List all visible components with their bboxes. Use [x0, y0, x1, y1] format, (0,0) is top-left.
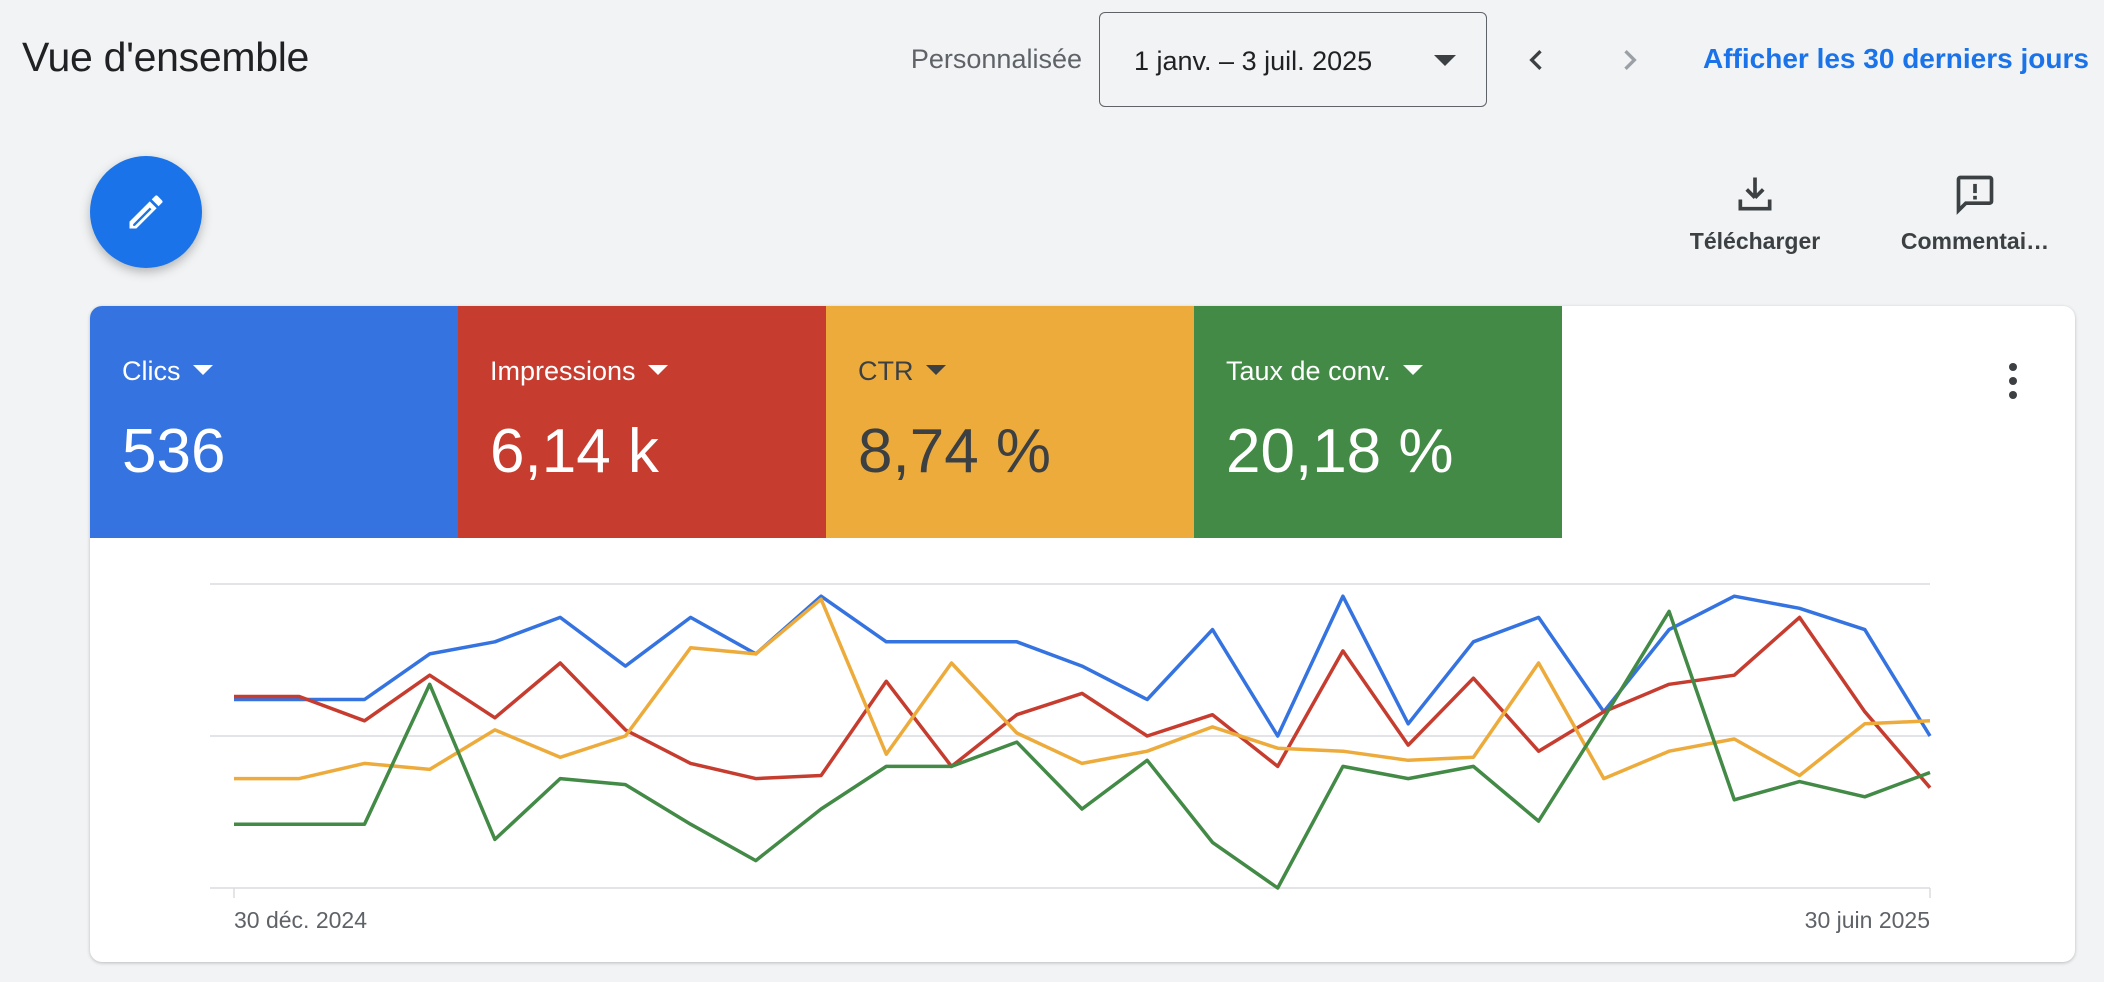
- download-icon: [1738, 177, 1772, 211]
- pencil-icon: [129, 195, 163, 229]
- metric-value: 536: [122, 417, 226, 486]
- metric-value: 8,74 %: [858, 417, 1052, 486]
- metric-tile-ctr[interactable]: CTR 8,74 %: [826, 306, 1194, 538]
- metric-tile-conversion-rate[interactable]: Taux de conv. 20,18 %: [1194, 306, 1562, 538]
- performance-line-chart: 30 déc. 2024 30 juin 2025: [210, 583, 1932, 933]
- x-tick-label-end: 30 juin 2025: [1805, 907, 1930, 933]
- metric-value: 20,18 %: [1226, 417, 1454, 486]
- download-button[interactable]: Télécharger: [1660, 172, 1850, 262]
- caret-down-icon: [192, 364, 213, 375]
- feedback-label: Commentai…: [1900, 228, 2050, 254]
- caret-down-icon: [647, 364, 668, 375]
- series-line-1: [234, 615, 1932, 789]
- more-vert-icon: [2009, 363, 2017, 399]
- more-options-button[interactable]: [1993, 356, 2033, 406]
- chevron-left-icon: [1529, 50, 1542, 70]
- date-range-value: 1 janv. – 3 juil. 2025: [1134, 46, 1373, 76]
- metric-label: Impressions: [490, 356, 668, 387]
- metric-value: 6,14 k: [490, 417, 659, 486]
- next-period-button[interactable]: [1600, 30, 1660, 90]
- series-line-3: [234, 609, 1931, 890]
- period-label: Personnalisée: [910, 44, 1082, 74]
- edit-fab-button[interactable]: [90, 156, 202, 268]
- performance-card: Clics 536 Impressions 6,14 k CTR 8,74 % …: [90, 306, 2075, 962]
- series-line-0: [234, 594, 1932, 738]
- chevron-right-icon: [1624, 50, 1637, 70]
- feedback-button[interactable]: Commentai…: [1880, 172, 2070, 262]
- feedback-icon: [1956, 175, 1994, 215]
- metric-tile-clicks[interactable]: Clics 536: [90, 306, 458, 538]
- series-line-2: [234, 597, 1931, 781]
- metric-label: CTR: [858, 356, 946, 387]
- x-tick-label-start: 30 déc. 2024: [234, 907, 367, 933]
- caret-down-icon: [1402, 364, 1423, 375]
- metric-tile-impressions[interactable]: Impressions 6,14 k: [458, 306, 826, 538]
- download-label: Télécharger: [1689, 228, 1821, 254]
- metric-label: Taux de conv.: [1226, 356, 1423, 387]
- last-30-days-link[interactable]: Afficher les 30 derniers jours: [1703, 43, 2089, 74]
- date-range-select[interactable]: 1 janv. – 3 juil. 2025: [1099, 12, 1487, 107]
- page-title: Vue d'ensemble: [22, 34, 310, 80]
- previous-period-button[interactable]: [1506, 30, 1566, 90]
- caret-down-icon: [925, 364, 946, 375]
- caret-down-icon: [1434, 55, 1456, 66]
- metric-label: Clics: [122, 356, 213, 387]
